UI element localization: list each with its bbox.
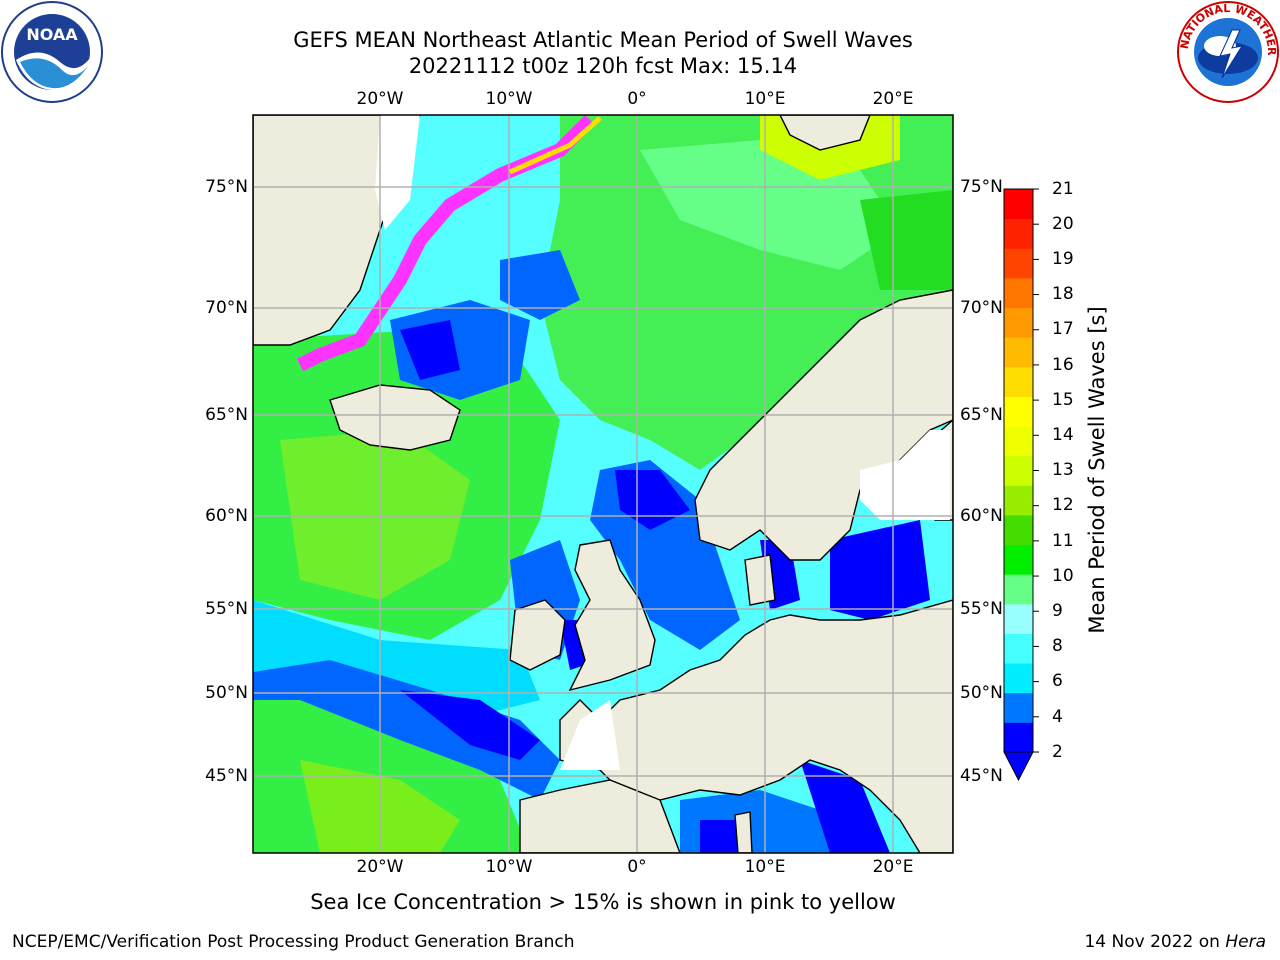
lon-label-top-10w: 10°W <box>485 89 533 109</box>
footer-host: Hera <box>1225 932 1266 952</box>
lat-label-right-65n: 65°N <box>960 405 1003 425</box>
colorbar <box>1003 188 1039 782</box>
colorbar-segment <box>1004 692 1033 723</box>
graticule <box>253 115 953 853</box>
lat-label-right-60n: 60°N <box>960 506 1003 526</box>
lat-label-left-75n: 75°N <box>205 177 248 197</box>
colorbar-tick: 19 <box>1052 249 1074 269</box>
colorbar-segment <box>1004 722 1033 753</box>
colorbar-tick: 16 <box>1052 355 1074 375</box>
colorbar-segment <box>1004 455 1033 486</box>
colorbar-tick: 15 <box>1052 390 1074 410</box>
colorbar-label: Mean Period of Swell Waves [s] <box>1085 306 1109 634</box>
lon-label-bottom-20w: 20°W <box>356 857 404 877</box>
colorbar-tick: 13 <box>1052 460 1074 480</box>
noaa-logo: NOAA <box>1 1 103 103</box>
colorbar-segment <box>1004 396 1033 427</box>
colorbar-segment <box>1004 426 1033 457</box>
colorbar-segment <box>1004 485 1033 516</box>
colorbar-segment <box>1004 366 1033 397</box>
colorbar-tick: 8 <box>1052 636 1063 656</box>
lat-label-left-55n: 55°N <box>205 599 248 619</box>
lat-label-right-45n: 45°N <box>960 766 1003 786</box>
lat-label-left-50n: 50°N <box>205 683 248 703</box>
lon-label-bottom-10e: 10°E <box>744 857 786 877</box>
colorbar-tick: 14 <box>1052 425 1074 445</box>
colorbar-segment <box>1004 663 1033 694</box>
lat-label-left-70n: 70°N <box>205 298 248 318</box>
colorbar-tick: 17 <box>1052 319 1074 339</box>
lat-label-left-45n: 45°N <box>205 766 248 786</box>
lon-label-bottom-10w: 10°W <box>485 857 533 877</box>
lon-label-bottom-20e: 20°E <box>872 857 914 877</box>
colorbar-tick: 20 <box>1052 214 1074 234</box>
colorbar-tick: 12 <box>1052 495 1074 515</box>
colorbar-tick: 6 <box>1052 671 1063 691</box>
colorbar-tick: 18 <box>1052 284 1074 304</box>
colorbar-segment <box>1004 248 1033 279</box>
noaa-logo-text: NOAA <box>26 25 78 44</box>
lat-label-left-60n: 60°N <box>205 506 248 526</box>
nws-logo: NATIONAL WEATHER SERVICE <box>1176 0 1279 103</box>
chart-title: GEFS MEAN Northeast Atlantic Mean Period… <box>293 28 913 52</box>
colorbar-segment <box>1004 574 1033 605</box>
chart-subtitle: 20221112 t00z 120h fcst Max: 15.14 <box>408 54 798 78</box>
colorbar-segment <box>1004 277 1033 309</box>
colorbar-segment <box>1004 514 1033 546</box>
lat-label-right-55n: 55°N <box>960 599 1003 619</box>
lon-label-top-10e: 10°E <box>744 89 786 109</box>
sea-ice-note: Sea Ice Concentration > 15% is shown in … <box>310 890 896 914</box>
colorbar-tick: 4 <box>1052 707 1063 727</box>
lon-label-top-20w: 20°W <box>356 89 404 109</box>
lon-label-bottom-0: 0° <box>627 857 647 877</box>
colorbar-tick: 2 <box>1052 742 1063 762</box>
colorbar-segment <box>1004 544 1033 575</box>
lat-label-left-65n: 65°N <box>205 405 248 425</box>
colorbar-tick: 9 <box>1052 601 1063 621</box>
lon-label-top-0: 0° <box>627 89 647 109</box>
lat-label-right-70n: 70°N <box>960 298 1003 318</box>
lat-label-right-50n: 50°N <box>960 683 1003 703</box>
lat-label-right-75n: 75°N <box>960 177 1003 197</box>
lon-label-top-20e: 20°E <box>872 89 914 109</box>
colorbar-segment <box>1004 307 1033 338</box>
swell-period-field <box>253 115 953 853</box>
colorbar-tick: 10 <box>1052 566 1074 586</box>
map-frame <box>252 114 954 854</box>
colorbar-segment <box>1004 603 1033 634</box>
colorbar-tick: 21 <box>1052 179 1074 199</box>
colorbar-segment <box>1004 337 1033 368</box>
colorbar-segment <box>1004 633 1033 664</box>
footer-date-text: 14 Nov 2022 on <box>1084 932 1220 952</box>
colorbar-tick: 11 <box>1052 531 1074 551</box>
colorbar-segment <box>1004 189 1033 220</box>
footer-credit: NCEP/EMC/Verification Post Processing Pr… <box>12 932 575 952</box>
footer-date: 14 Nov 2022 on Hera <box>1084 932 1266 952</box>
colorbar-segment <box>1004 218 1033 249</box>
